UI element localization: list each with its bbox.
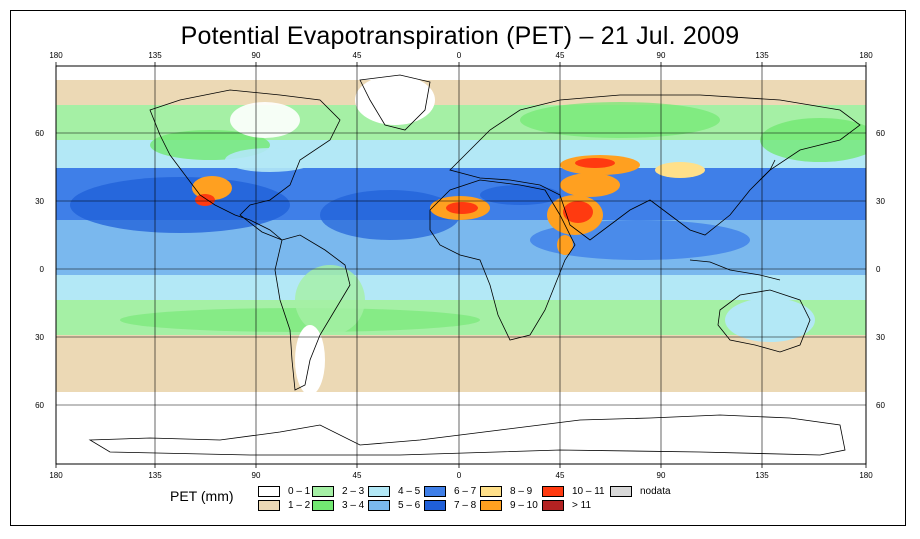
lat-label-right: 0 xyxy=(876,265,881,274)
coast-eurasia xyxy=(449,94,861,241)
legend-label: 1 – 2 xyxy=(288,500,311,511)
hotspot-central-asia-core xyxy=(575,158,615,168)
lon-label-top: 0 xyxy=(457,51,462,60)
lat-label-left: 30 xyxy=(35,333,44,342)
legend-label: nodata xyxy=(640,486,671,497)
legend-swatch xyxy=(480,500,502,511)
lon-label-top: 90 xyxy=(252,51,261,60)
lat-labels-left: 60 30 0 30 60 xyxy=(35,129,44,410)
legend-swatch xyxy=(542,486,564,497)
patch-canada-light xyxy=(225,148,315,172)
legend-swatch xyxy=(368,500,390,511)
lat-label-left: 0 xyxy=(40,265,45,274)
patch-south-ocean-green xyxy=(120,308,480,332)
legend-swatch xyxy=(312,486,334,497)
patch-canada-white xyxy=(230,102,300,138)
legend-swatch xyxy=(424,500,446,511)
legend-swatch xyxy=(542,500,564,511)
hotspot-gobi xyxy=(655,162,705,178)
lon-label-bottom: 0 xyxy=(457,471,462,480)
legend-label: 9 – 10 xyxy=(510,500,538,511)
coast-greenland xyxy=(359,74,431,131)
legend-swatch xyxy=(424,486,446,497)
pet-field xyxy=(56,66,866,464)
map-border xyxy=(55,65,867,465)
hotspot-sahel xyxy=(480,185,560,205)
lat-label-left: 60 xyxy=(35,401,44,410)
lon-label-bottom: 135 xyxy=(148,471,162,480)
hotspot-sahara-west-core xyxy=(446,202,478,214)
patch-pacific-green xyxy=(760,118,866,162)
lon-label-bottom: 180 xyxy=(49,471,63,480)
lon-label-bottom: 90 xyxy=(657,471,666,480)
graticule xyxy=(56,66,866,464)
hotspot-horn-of-africa xyxy=(557,235,573,255)
patch-pacific-blue xyxy=(70,177,290,233)
patch-siberia-green xyxy=(520,102,720,138)
patch-australia-light xyxy=(725,298,815,342)
coast-australia xyxy=(717,289,811,353)
lon-labels-top: 180 135 90 45 0 45 90 135 180 xyxy=(49,51,873,60)
legend-label: 2 – 3 xyxy=(342,486,365,497)
lat-label-right: 60 xyxy=(876,129,885,138)
hotspot-iran xyxy=(560,173,620,197)
lon-label-top: 180 xyxy=(859,51,873,60)
legend-label: 4 – 5 xyxy=(398,486,421,497)
legend-label: > 11 xyxy=(572,500,591,511)
legend-label: 10 – 11 xyxy=(572,486,605,497)
legend-label: 0 – 1 xyxy=(288,486,311,497)
lat-label-left: 30 xyxy=(35,197,44,206)
legend-label: 8 – 9 xyxy=(510,486,533,497)
tick-marks xyxy=(55,62,867,468)
lon-label-bottom: 90 xyxy=(252,471,261,480)
patch-atlantic-blue xyxy=(320,190,460,240)
lon-label-bottom: 180 xyxy=(859,471,873,480)
legend-swatch xyxy=(610,486,632,497)
legend-label: 5 – 6 xyxy=(398,500,421,511)
hotspot-arabia-core xyxy=(563,201,593,223)
figure-frame xyxy=(10,10,906,526)
legend-swatch xyxy=(480,486,502,497)
lon-label-top: 90 xyxy=(657,51,666,60)
lat-label-left: 60 xyxy=(35,129,44,138)
field-band-antarctic xyxy=(56,392,866,464)
lat-label-right: 30 xyxy=(876,197,885,206)
legend-swatch xyxy=(258,500,280,511)
legend-label: 7 – 8 xyxy=(454,500,477,511)
field-band-south-high xyxy=(56,335,866,395)
coast-antarctica xyxy=(88,414,846,456)
coast-indonesia xyxy=(689,259,781,281)
lon-label-bottom: 45 xyxy=(556,471,565,480)
legend-label: 6 – 7 xyxy=(454,486,477,497)
coast-south-america xyxy=(274,234,351,391)
legend-swatch xyxy=(258,486,280,497)
coastlines xyxy=(88,74,861,456)
patch-south-america-light xyxy=(295,265,365,335)
lon-label-top: 135 xyxy=(148,51,162,60)
lon-label-top: 135 xyxy=(755,51,769,60)
legend-swatch xyxy=(312,500,334,511)
coast-north-america xyxy=(149,89,341,241)
legend-label: 3 – 4 xyxy=(342,500,365,511)
lat-label-right: 60 xyxy=(876,401,885,410)
patch-greenland-white xyxy=(355,75,435,125)
coast-japan xyxy=(759,159,776,181)
hotspot-mexico xyxy=(195,194,215,206)
map-title: Potential Evapotranspiration (PET) – 21 … xyxy=(180,22,740,50)
legend-title: PET (mm) xyxy=(170,488,234,504)
coast-africa xyxy=(429,179,576,341)
hotspot-us-southwest xyxy=(192,176,232,200)
lat-labels-right: 60 30 0 30 60 xyxy=(876,129,885,410)
legend-swatch xyxy=(368,486,390,497)
lon-label-top: 180 xyxy=(49,51,63,60)
lon-labels-bottom: 180 135 90 45 0 45 90 135 180 xyxy=(49,471,873,480)
lon-label-bottom: 45 xyxy=(353,471,362,480)
lat-label-right: 30 xyxy=(876,333,885,342)
lon-label-bottom: 135 xyxy=(755,471,769,480)
lon-label-top: 45 xyxy=(353,51,362,60)
lon-label-top: 45 xyxy=(556,51,565,60)
